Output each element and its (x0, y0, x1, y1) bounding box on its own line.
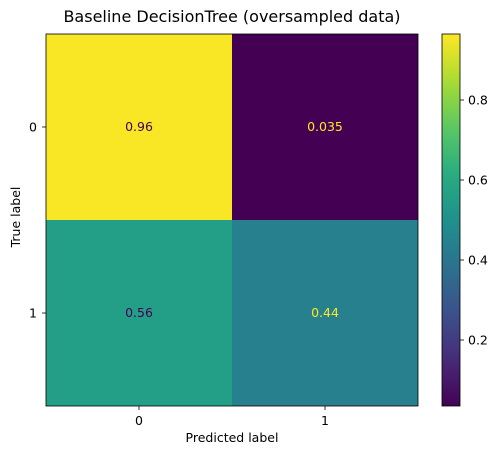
y-tick-label: 1 (29, 306, 37, 321)
heatmap-cells: 0.96 0.035 0.56 0.44 (45, 33, 419, 407)
cell-value-label-1-1: 0.44 (311, 305, 339, 320)
y-tick-label: 0 (29, 120, 37, 135)
chart-title: Baseline DecisionTree (oversampled data) (63, 7, 400, 26)
colorbar-tick-label: 0.4 (468, 253, 488, 268)
heatmap-cell-1-1 (232, 220, 418, 406)
colorbar-tick-label: 0.6 (468, 173, 488, 188)
x-tick-label: 1 (321, 413, 329, 428)
colorbar-tick-label: 0.8 (468, 93, 488, 108)
heatmap-frame (45, 33, 419, 407)
colorbar: 0.2 0.4 0.6 0.8 (441, 33, 488, 407)
axis-ticks: 0 1 0 1 (29, 120, 329, 429)
colorbar-tick-label: 0.2 (468, 333, 488, 348)
colorbar-gradient (441, 33, 461, 407)
y-axis-label: True label (8, 187, 23, 249)
heatmap-cell-0-1 (232, 34, 418, 220)
x-tick-label: 0 (135, 413, 143, 428)
cell-value-label-1-0: 0.56 (125, 305, 153, 320)
heatmap-cell-0-0 (46, 34, 232, 220)
heatmap-cell-1-0 (46, 220, 232, 406)
x-axis-label: Predicted label (186, 430, 279, 445)
cell-value-label-0-1: 0.035 (307, 119, 343, 134)
cell-value-label-0-0: 0.96 (125, 119, 153, 134)
